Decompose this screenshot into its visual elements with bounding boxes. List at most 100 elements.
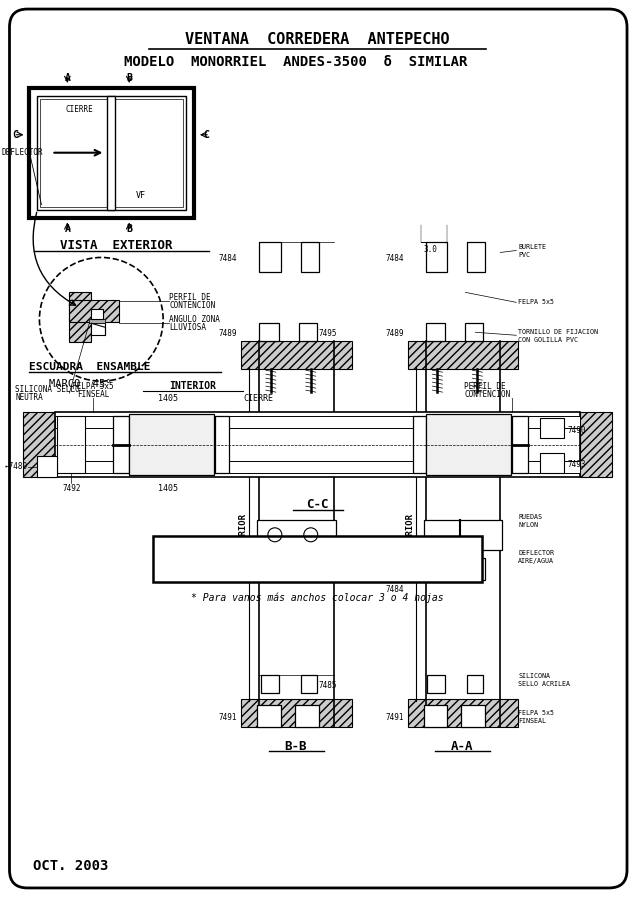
Bar — [465, 323, 483, 341]
Bar — [23, 412, 55, 477]
Text: ANGULO ZONA: ANGULO ZONA — [169, 315, 220, 324]
Bar — [540, 418, 564, 438]
Bar — [107, 96, 115, 210]
Text: * Para vanos más anchos colocar 3 o 4 hojas: * Para vanos más anchos colocar 3 o 4 ho… — [191, 592, 444, 603]
Bar — [299, 323, 317, 341]
Bar — [427, 414, 511, 475]
Text: A: A — [64, 73, 70, 83]
Text: ALTO  MAX.: ALTO MAX. — [408, 544, 462, 553]
Bar — [37, 456, 57, 477]
Text: DEFLECTOR: DEFLECTOR — [1, 148, 43, 157]
Text: 7491: 7491 — [218, 713, 237, 722]
Bar — [69, 300, 119, 322]
Bar — [55, 416, 580, 428]
Bar — [69, 292, 91, 343]
Bar — [425, 323, 446, 341]
Bar — [277, 536, 389, 559]
Text: DEFLECTOR: DEFLECTOR — [518, 550, 554, 556]
Text: MARCO  45°: MARCO 45° — [50, 379, 112, 389]
Text: OCT. 2003: OCT. 2003 — [34, 859, 109, 873]
Text: INTERIOR: INTERIOR — [405, 513, 414, 556]
Bar — [462, 705, 485, 727]
Text: 7492: 7492 — [62, 484, 81, 493]
Text: FINSEAL: FINSEAL — [518, 718, 546, 725]
Text: 3.0: 3.0 — [424, 245, 438, 254]
Text: 2: 2 — [248, 565, 253, 574]
Text: BURLETE: BURLETE — [518, 245, 546, 250]
Bar — [257, 705, 281, 727]
Text: 7484: 7484 — [385, 585, 404, 594]
Bar — [225, 559, 277, 581]
Text: TORNILLO DE FIJACION: TORNILLO DE FIJACION — [518, 329, 598, 335]
Bar — [408, 700, 518, 727]
Text: 1405: 1405 — [158, 394, 178, 403]
Text: CONTENCION: CONTENCION — [169, 300, 215, 309]
Bar — [261, 675, 279, 693]
Text: SILICONA: SILICONA — [518, 674, 551, 679]
Text: B: B — [126, 223, 132, 233]
Text: 7484: 7484 — [385, 561, 404, 570]
Bar — [153, 536, 483, 581]
Text: 7490: 7490 — [567, 425, 585, 434]
Text: NEUTRA: NEUTRA — [15, 393, 43, 402]
Text: VISTA  EXTERIOR: VISTA EXTERIOR — [60, 239, 173, 252]
Text: LLUVIOSA: LLUVIOSA — [169, 323, 206, 332]
Bar — [259, 242, 281, 273]
Text: 1200: 1200 — [425, 565, 446, 574]
Bar — [413, 416, 427, 473]
Bar — [241, 341, 352, 370]
Bar — [277, 559, 389, 581]
Bar — [29, 88, 194, 218]
Text: C: C — [13, 130, 18, 140]
Bar — [389, 559, 483, 581]
Text: VF: VF — [136, 191, 146, 200]
Text: SELLO ACRILEA: SELLO ACRILEA — [518, 682, 570, 687]
Text: ESCUADRA  ENSAMBLE: ESCUADRA ENSAMBLE — [29, 362, 151, 372]
Text: AIRE/AGUA: AIRE/AGUA — [518, 558, 554, 563]
Text: VENTANA: VENTANA — [170, 544, 208, 553]
Text: 7489: 7489 — [218, 329, 237, 338]
Text: A-A: A-A — [451, 740, 474, 753]
Text: C-C: C-C — [307, 499, 329, 511]
Bar — [467, 242, 485, 273]
Text: 7489: 7489 — [385, 329, 404, 338]
Text: RUEDAS: RUEDAS — [518, 514, 542, 520]
Text: SILICONA SELLO: SILICONA SELLO — [15, 385, 80, 394]
Bar — [259, 323, 279, 341]
Text: 7495: 7495 — [319, 329, 337, 338]
Bar — [241, 700, 352, 727]
Bar — [301, 675, 317, 693]
Bar — [257, 520, 336, 550]
Bar — [389, 536, 483, 559]
Text: CIERRE: CIERRE — [243, 394, 273, 403]
Bar — [55, 412, 580, 477]
Text: 7491: 7491 — [385, 713, 404, 722]
Text: PVC: PVC — [518, 252, 530, 258]
Bar — [90, 319, 105, 323]
Text: C: C — [203, 130, 209, 140]
Text: A: A — [64, 223, 70, 233]
Bar — [295, 705, 319, 727]
Text: B: B — [126, 73, 132, 83]
Bar — [91, 309, 104, 319]
Text: 7493: 7493 — [567, 460, 585, 469]
Text: CIERRE: CIERRE — [65, 105, 93, 114]
Text: CONTENCION: CONTENCION — [464, 389, 511, 398]
Bar — [467, 558, 485, 579]
Bar — [408, 341, 518, 370]
Bar — [55, 461, 580, 473]
Bar — [540, 453, 564, 473]
Text: FINSEAL: FINSEAL — [77, 389, 109, 398]
Text: 1000  a  1200: 1000 a 1200 — [298, 565, 368, 574]
Text: 7485: 7485 — [319, 681, 337, 690]
Bar — [425, 242, 448, 273]
Text: INTERIOR: INTERIOR — [170, 381, 217, 391]
Bar — [153, 559, 225, 581]
Bar — [57, 416, 85, 473]
Bar — [512, 416, 528, 473]
Text: PERFIL DE: PERFIL DE — [464, 381, 506, 391]
Bar — [37, 96, 186, 210]
Text: FELPA 5x5: FELPA 5x5 — [72, 381, 114, 391]
Bar — [427, 675, 446, 693]
Bar — [225, 536, 277, 559]
